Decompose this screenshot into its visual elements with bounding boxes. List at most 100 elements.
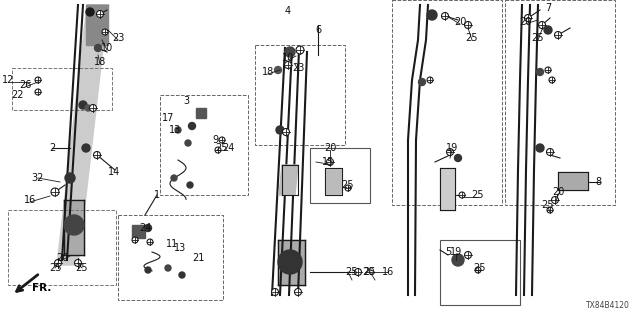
Circle shape	[452, 254, 464, 266]
Text: 25: 25	[342, 180, 355, 190]
Text: 19: 19	[450, 247, 462, 257]
Circle shape	[86, 8, 94, 16]
Circle shape	[79, 101, 87, 109]
Text: 25: 25	[216, 143, 228, 153]
Polygon shape	[57, 5, 108, 265]
Circle shape	[102, 29, 108, 35]
Circle shape	[147, 239, 153, 245]
Text: 24: 24	[222, 143, 234, 153]
Text: 1: 1	[154, 190, 160, 200]
Text: 9: 9	[212, 135, 218, 145]
Text: 14: 14	[108, 167, 120, 177]
Circle shape	[538, 21, 545, 28]
Circle shape	[145, 267, 151, 273]
Circle shape	[54, 260, 61, 267]
Circle shape	[145, 225, 152, 231]
Circle shape	[85, 105, 91, 111]
Circle shape	[35, 89, 41, 95]
Circle shape	[345, 185, 351, 191]
Circle shape	[189, 123, 195, 130]
Text: 18: 18	[94, 57, 106, 67]
Circle shape	[271, 289, 278, 295]
Circle shape	[285, 47, 295, 57]
Text: FR.: FR.	[32, 283, 51, 293]
Circle shape	[294, 289, 301, 295]
Text: 20: 20	[362, 267, 374, 277]
Text: 19: 19	[446, 143, 458, 153]
Circle shape	[51, 188, 59, 196]
Bar	[12, 68, 112, 110]
Circle shape	[536, 68, 543, 76]
Circle shape	[427, 10, 437, 20]
Text: 23: 23	[292, 63, 304, 73]
Polygon shape	[279, 165, 298, 195]
Text: 13: 13	[169, 125, 181, 135]
Bar	[8, 210, 116, 285]
Text: 22: 22	[12, 90, 24, 100]
Circle shape	[544, 26, 552, 34]
Circle shape	[549, 77, 555, 83]
Circle shape	[554, 31, 561, 38]
Text: 12: 12	[2, 75, 14, 85]
Bar	[118, 215, 223, 300]
Text: 20: 20	[519, 17, 531, 27]
Circle shape	[74, 260, 81, 267]
Circle shape	[185, 140, 191, 146]
Text: 20: 20	[552, 187, 564, 197]
Bar	[255, 45, 345, 145]
Circle shape	[93, 151, 100, 158]
Circle shape	[454, 155, 461, 162]
Circle shape	[35, 77, 41, 83]
Text: 25: 25	[472, 190, 484, 200]
Text: 8: 8	[595, 177, 601, 187]
Circle shape	[536, 144, 544, 152]
Circle shape	[275, 67, 282, 74]
Circle shape	[215, 147, 221, 153]
Text: TX84B4120: TX84B4120	[586, 301, 630, 310]
Circle shape	[219, 137, 225, 143]
Circle shape	[171, 175, 177, 181]
Circle shape	[187, 182, 193, 188]
Circle shape	[65, 173, 75, 183]
Circle shape	[132, 237, 138, 243]
Bar	[310, 148, 370, 203]
Polygon shape	[132, 225, 145, 238]
Text: 15: 15	[322, 157, 334, 167]
Text: 16: 16	[24, 195, 36, 205]
Circle shape	[296, 46, 304, 54]
Bar	[505, 0, 615, 205]
Text: 5: 5	[445, 247, 451, 257]
Circle shape	[82, 144, 90, 152]
Polygon shape	[64, 200, 84, 255]
Circle shape	[355, 268, 362, 276]
Text: 7: 7	[545, 3, 551, 13]
Bar	[440, 240, 520, 305]
Text: 25: 25	[364, 267, 376, 277]
Circle shape	[285, 61, 291, 68]
Text: 25: 25	[541, 200, 554, 210]
Circle shape	[90, 105, 97, 111]
Text: 2: 2	[49, 143, 55, 153]
Text: 17: 17	[162, 113, 174, 123]
Circle shape	[95, 44, 102, 52]
Circle shape	[276, 126, 284, 134]
Polygon shape	[86, 5, 108, 45]
Circle shape	[419, 78, 426, 85]
Text: 32: 32	[32, 173, 44, 183]
Bar	[392, 0, 502, 205]
Circle shape	[552, 196, 559, 204]
Text: 24: 24	[139, 223, 151, 233]
Circle shape	[165, 265, 171, 271]
Circle shape	[475, 267, 481, 273]
Text: 10: 10	[101, 43, 113, 53]
Polygon shape	[278, 240, 305, 285]
Text: 20: 20	[56, 253, 68, 263]
Text: 25: 25	[346, 267, 358, 277]
Polygon shape	[325, 168, 342, 195]
Circle shape	[459, 192, 465, 198]
Circle shape	[547, 207, 553, 213]
Circle shape	[442, 12, 449, 20]
Text: 20: 20	[324, 143, 336, 153]
Text: 6: 6	[315, 25, 321, 35]
Bar	[160, 95, 248, 195]
